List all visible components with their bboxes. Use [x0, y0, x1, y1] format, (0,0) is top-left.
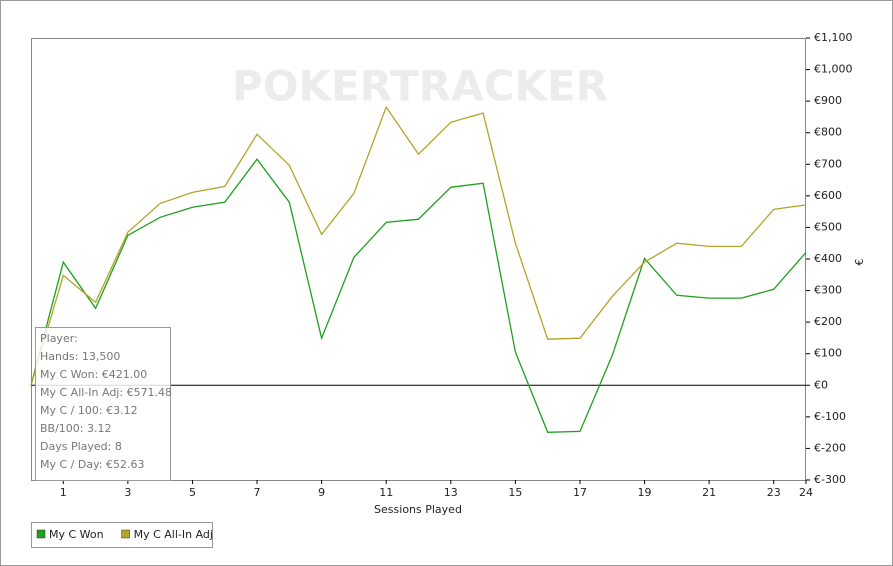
info-line: Days Played: 8 — [40, 440, 122, 453]
info-line: My C / 100: €3.12 — [40, 404, 138, 417]
x-tick-label: 19 — [638, 486, 652, 499]
y-tick-label: €1,100 — [814, 31, 853, 44]
y-tick-label: €0 — [814, 378, 828, 391]
y-tick-label: €900 — [814, 94, 842, 107]
series-line — [30, 105, 807, 386]
x-tick-label: 3 — [124, 486, 131, 499]
x-tick-label: 15 — [508, 486, 522, 499]
info-box — [35, 327, 171, 481]
x-tick-label: 9 — [318, 486, 325, 499]
y-axis-label: € — [853, 259, 866, 266]
x-tick-label: 23 — [767, 486, 781, 499]
info-line: BB/100: 3.12 — [40, 422, 112, 435]
legend-swatch — [121, 529, 130, 539]
info-line: Hands: 13,500 — [40, 350, 120, 363]
legend-swatch — [36, 529, 46, 539]
y-tick-label: €-100 — [814, 410, 846, 423]
x-tick-label: 21 — [702, 486, 716, 499]
y-tick-label: €700 — [814, 157, 842, 170]
info-line: My C Won: €421.00 — [40, 368, 147, 381]
x-tick-label: 1 — [60, 486, 67, 499]
y-tick-label: €600 — [814, 189, 842, 202]
x-tick-label: 11 — [379, 486, 393, 499]
y-tick-label: €300 — [814, 284, 842, 297]
y-tick-label: €-300 — [814, 473, 846, 486]
x-tick-label: 17 — [573, 486, 587, 499]
x-tick-label: 24 — [799, 486, 813, 499]
x-tick-label: 7 — [254, 486, 261, 499]
y-tick-label: €500 — [814, 220, 842, 233]
y-tick-label: €1,000 — [814, 63, 853, 76]
x-tick-label: 13 — [444, 486, 458, 499]
y-tick-label: €200 — [814, 315, 842, 328]
x-tick-label: 5 — [189, 486, 196, 499]
info-line: Player: — [40, 332, 78, 345]
info-line: My C All-In Adj: €571.48 — [40, 386, 172, 399]
watermark: POKERTRACKER — [232, 62, 608, 111]
y-tick-label: €100 — [814, 347, 842, 360]
y-tick-label: €800 — [814, 126, 842, 139]
y-tick-label: €400 — [814, 252, 842, 265]
info-line: My C / Day: €52.63 — [40, 458, 145, 471]
series-line — [30, 158, 807, 433]
legend-label: My C Won — [49, 528, 104, 541]
legend-label: My C All-In Adj — [134, 528, 213, 541]
y-tick-label: €-200 — [814, 441, 846, 454]
x-axis-label: Sessions Played — [374, 503, 462, 516]
